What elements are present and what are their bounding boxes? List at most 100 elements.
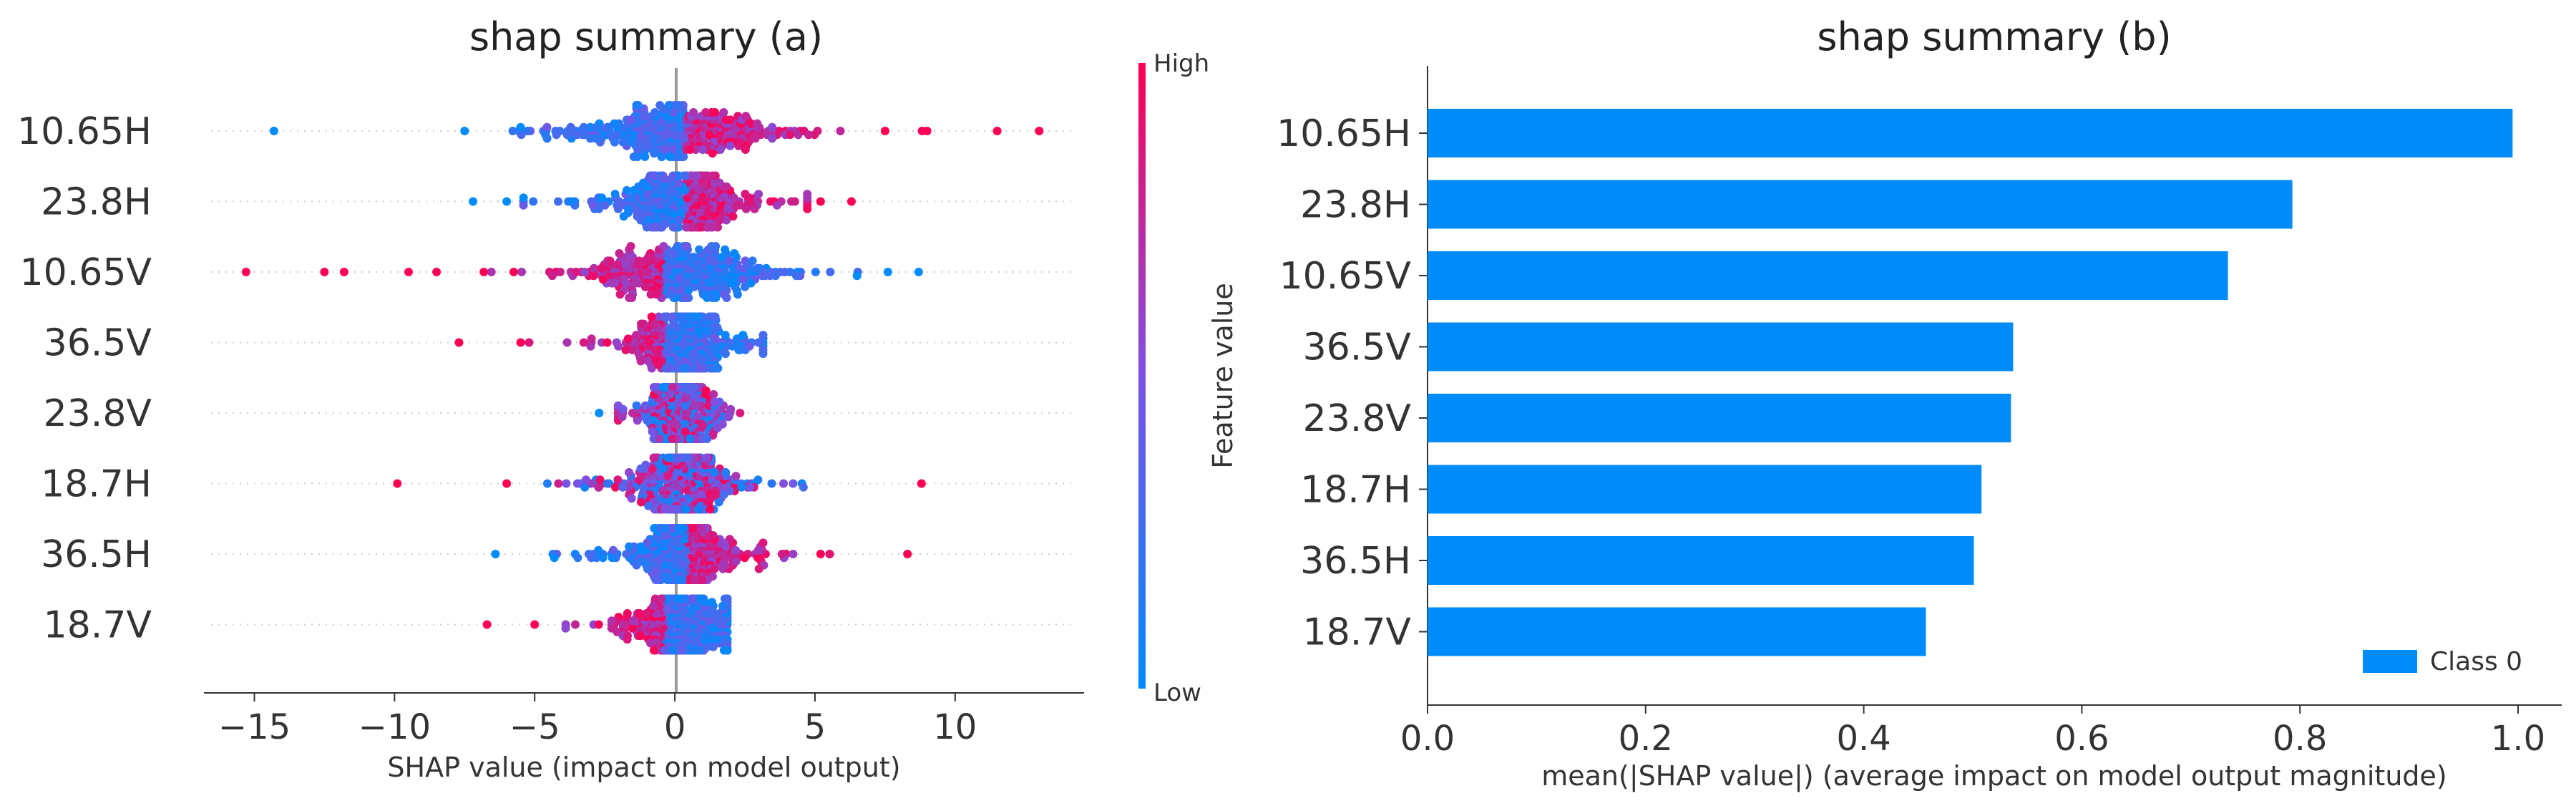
shap-point (634, 182, 643, 191)
shap-point (646, 639, 655, 648)
shap-point (719, 108, 728, 117)
shap-point (454, 338, 464, 347)
shap-point (736, 409, 745, 417)
shap-point (572, 479, 582, 488)
shap-point (724, 256, 733, 266)
shap-point (710, 467, 719, 477)
shap-point (735, 137, 744, 147)
shap-point (643, 416, 652, 425)
shap-point (664, 101, 673, 110)
shap-point (605, 256, 615, 266)
x-axis-label-a: SHAP value (impact on model output) (387, 752, 900, 783)
shap-point (721, 115, 731, 125)
shap-point (717, 282, 726, 291)
shap-point (617, 200, 626, 210)
shap-point (542, 134, 552, 143)
feature-label: 18.7V (44, 604, 152, 647)
shap-point (786, 268, 795, 276)
shap-point (595, 475, 605, 485)
shap-point (790, 197, 799, 206)
shap-point (487, 268, 496, 276)
shap-point (648, 464, 657, 473)
shap-point (661, 524, 670, 533)
shap-point (590, 263, 598, 273)
shap-point (721, 467, 731, 477)
shap-point (523, 127, 532, 135)
shap-point (674, 453, 683, 462)
shap-point (741, 282, 750, 291)
shap-point (637, 319, 646, 329)
shap-point (517, 268, 526, 276)
category-label: 18.7V (1303, 611, 1412, 654)
shap-point (657, 152, 666, 161)
shap-point (320, 268, 329, 276)
shap-point (636, 356, 645, 366)
shap-point (603, 479, 612, 488)
shap-point (737, 482, 746, 492)
shap-point (620, 260, 630, 269)
shap-point (917, 479, 926, 488)
shap-point (633, 416, 642, 425)
x-tick-label-b: 0.8 (2273, 719, 2327, 759)
shap-point (607, 616, 616, 626)
shap-point (636, 497, 645, 507)
shap-point (826, 268, 835, 276)
colorbar-low-label: Low (1153, 679, 1201, 707)
shap-point (554, 479, 563, 488)
shap-point (741, 190, 750, 199)
shap-point (733, 290, 742, 299)
shap-point (708, 223, 717, 232)
shap-point (803, 204, 812, 213)
shap-point (726, 141, 735, 150)
shap-point (883, 268, 892, 276)
shap-point (758, 349, 768, 359)
shap-point (714, 497, 723, 507)
shap-point (652, 290, 661, 299)
shap-point (683, 453, 693, 462)
shap-point (460, 127, 469, 135)
shap-point (668, 646, 677, 655)
category-label: 23.8V (1303, 397, 1412, 440)
shap-point (745, 341, 754, 351)
shap-point (661, 646, 670, 655)
shap-point (649, 601, 658, 611)
shap-point (686, 434, 694, 443)
shap-point (688, 171, 698, 180)
beeswarm-chart: shap summary (a) 10.65H 23.8H 10.65V 36.5V 2… (17, 14, 1239, 783)
shap-point (581, 475, 590, 485)
shap-point (741, 204, 751, 213)
shap-point (668, 171, 678, 180)
shap-point (567, 197, 575, 206)
shap-point (903, 550, 912, 558)
x-tick-label-b: 0.0 (1400, 719, 1455, 759)
shap-point (655, 101, 665, 110)
shap-point (673, 594, 682, 603)
shap-point (516, 338, 525, 347)
shap-point (633, 260, 643, 269)
shap-point (469, 197, 478, 206)
shap-point (880, 127, 889, 135)
shap-point (639, 112, 648, 121)
shap-point (676, 576, 686, 584)
shap-point (657, 594, 666, 603)
shap-point (674, 524, 683, 533)
shap-point (718, 601, 728, 611)
colorbar-high-label: High (1153, 49, 1209, 78)
shap-point (623, 635, 632, 644)
shap-point (750, 204, 759, 213)
shap-point (618, 482, 628, 492)
shap-point (241, 268, 250, 276)
shap-point (696, 434, 706, 443)
feature-label: 23.8H (41, 181, 152, 224)
shap-point (681, 505, 691, 514)
shap-point (789, 550, 798, 558)
shap-point (766, 271, 775, 281)
category-label: 23.8H (1300, 184, 1411, 227)
x-tick-label-a: 10 (933, 707, 977, 747)
shap-point (600, 200, 610, 210)
shap-point (751, 134, 760, 143)
shap-point (728, 278, 737, 288)
shap-point (696, 594, 706, 603)
shap-point (594, 620, 603, 629)
